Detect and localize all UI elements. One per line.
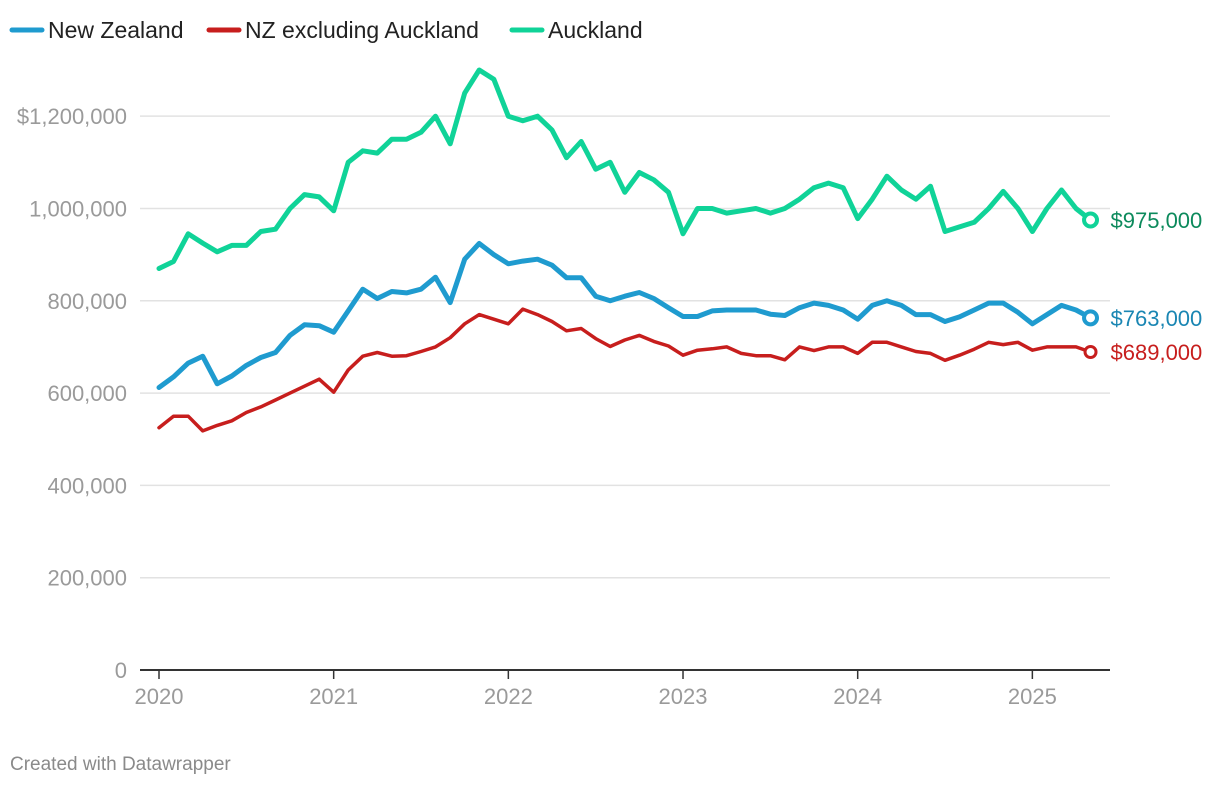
x-axis-ticks: 2020 2021 2022 2023 2024 2025	[135, 670, 1057, 709]
chart-series	[156, 67, 1093, 433]
y-tick-label: 600,000	[47, 381, 127, 406]
y-tick-label: 200,000	[47, 566, 127, 591]
series-line-new-zealand	[156, 241, 1093, 390]
end-marker-new-zealand	[1082, 309, 1100, 327]
y-tick-label: 0	[115, 658, 127, 683]
y-tick-label: 800,000	[47, 289, 127, 314]
chart-gridlines	[140, 115, 1110, 579]
y-tick-label: 1,000,000	[29, 196, 127, 221]
x-tick-label: 2020	[135, 684, 184, 709]
chart-end-markers: $763,000 $689,000 $975,000	[1082, 208, 1203, 365]
footer-credit: Created with Datawrapper	[10, 754, 231, 775]
y-axis-tick-labels: 0 200,000 400,000 600,000 800,000 1,000,000 $1…	[17, 104, 127, 683]
end-label-nz-excluding-auckland: $689,000	[1111, 340, 1203, 365]
chart-legend: New Zealand NZ excluding Auckland Auckland	[9, 17, 643, 43]
series-line-auckland	[156, 67, 1093, 271]
x-tick-label: 2024	[833, 684, 882, 709]
x-tick-label: 2022	[484, 684, 533, 709]
y-tick-label: $1,200,000	[17, 104, 127, 129]
x-tick-label: 2025	[1008, 684, 1057, 709]
legend-label-nz-excluding-auckland: NZ excluding Auckland	[245, 17, 479, 43]
legend-label-new-zealand: New Zealand	[48, 17, 184, 43]
series-line-nz-excluding-auckland	[157, 307, 1093, 433]
end-label-new-zealand: $763,000	[1111, 306, 1203, 331]
end-label-auckland: $975,000	[1111, 208, 1203, 233]
y-tick-label: 400,000	[47, 473, 127, 498]
legend-label-auckland: Auckland	[548, 17, 643, 43]
x-tick-label: 2021	[309, 684, 358, 709]
end-marker-auckland	[1082, 211, 1100, 229]
end-marker-nz-excluding-auckland	[1083, 345, 1098, 359]
x-tick-label: 2023	[659, 684, 708, 709]
